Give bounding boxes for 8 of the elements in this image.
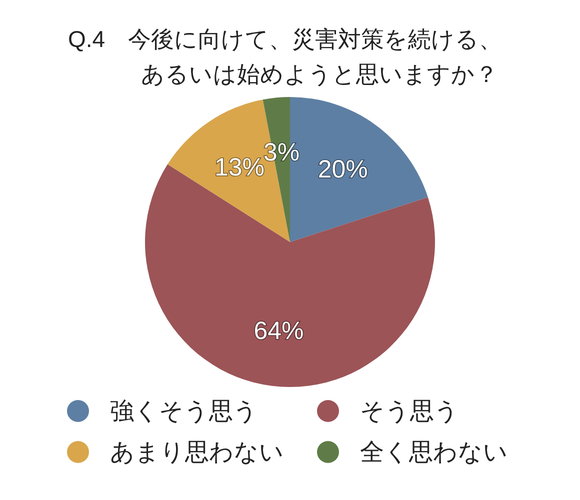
data-label: 13% — [214, 154, 264, 182]
legend-label: 強くそう思う — [110, 397, 258, 425]
legend-label: あまり思わない — [110, 438, 284, 466]
data-label: 20% — [318, 155, 368, 184]
chart-title: Q.4 今後に向けて、災害対策を続ける、あるいは始めようと思いますか？ — [68, 25, 504, 89]
legend-label: 全く思わない — [360, 438, 508, 466]
data-label: 64% — [254, 317, 304, 346]
legend-label: そう思う — [360, 397, 459, 425]
